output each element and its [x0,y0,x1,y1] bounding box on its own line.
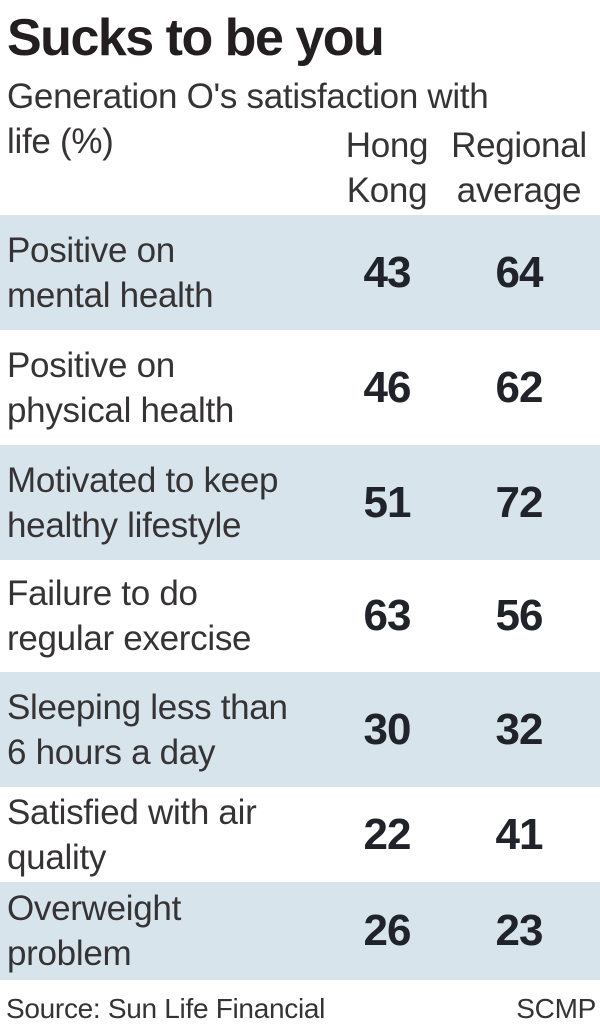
column-header-hong-kong: Hong Kong [345,126,429,210]
column-headers: Hong Kong Regional average [331,123,595,213]
hong-kong-value: 26 [363,906,412,955]
hong-kong-value: 51 [363,477,412,527]
source-label: Source: Sun Life Financial [6,993,326,1024]
hong-kong-value: 43 [363,247,412,297]
row-label: Failure to do regular exercise [7,574,252,658]
table-row: Satisfied with air quality 22 41 [0,787,600,882]
hong-kong-value: 30 [363,704,412,754]
table-row: Sleeping less than 6 hours a day 30 32 [0,672,600,787]
satisfaction-table: Positive on mental health 43 64 Positive… [0,215,600,980]
hong-kong-value: 46 [363,362,412,412]
regional-average-value: 64 [495,247,544,297]
row-label: Sleeping less than 6 hours a day [7,687,288,772]
table-row: Overweight problem 26 23 [0,882,600,980]
row-label: Satisfied with air quality [7,792,257,877]
credit-label: SCMP [516,993,596,1024]
table-row: Positive on physical health 46 62 [0,330,600,445]
row-label: Motivated to keep healthy lifestyle [7,460,279,545]
row-label: Overweight problem [7,889,182,973]
table-row: Motivated to keep healthy lifestyle 51 7… [0,445,600,560]
chart-footer: Source: Sun Life Financial SCMP [6,993,596,1025]
table-header: Generation O's satisfaction with life (%… [7,66,595,215]
regional-average-value: 23 [495,906,544,955]
infographic: Sucks to be you Generation O's satisfact… [0,10,600,1025]
table-row: Positive on mental health 43 64 [0,215,600,330]
hong-kong-value: 63 [363,591,412,640]
row-label: Positive on mental health [7,230,214,315]
hong-kong-value: 22 [363,809,412,859]
page-title: Sucks to be you [7,9,385,67]
table-row: Failure to do regular exercise 63 56 [0,560,600,672]
chart-subtitle: Generation O's satisfaction with life (%… [7,77,489,161]
row-label: Positive on physical health [7,345,235,430]
regional-average-value: 56 [495,591,544,640]
column-header-regional-average: Regional average [451,126,587,210]
regional-average-value: 41 [495,809,544,859]
regional-average-value: 62 [495,362,544,412]
regional-average-value: 72 [495,477,544,527]
regional-average-value: 32 [495,704,544,754]
